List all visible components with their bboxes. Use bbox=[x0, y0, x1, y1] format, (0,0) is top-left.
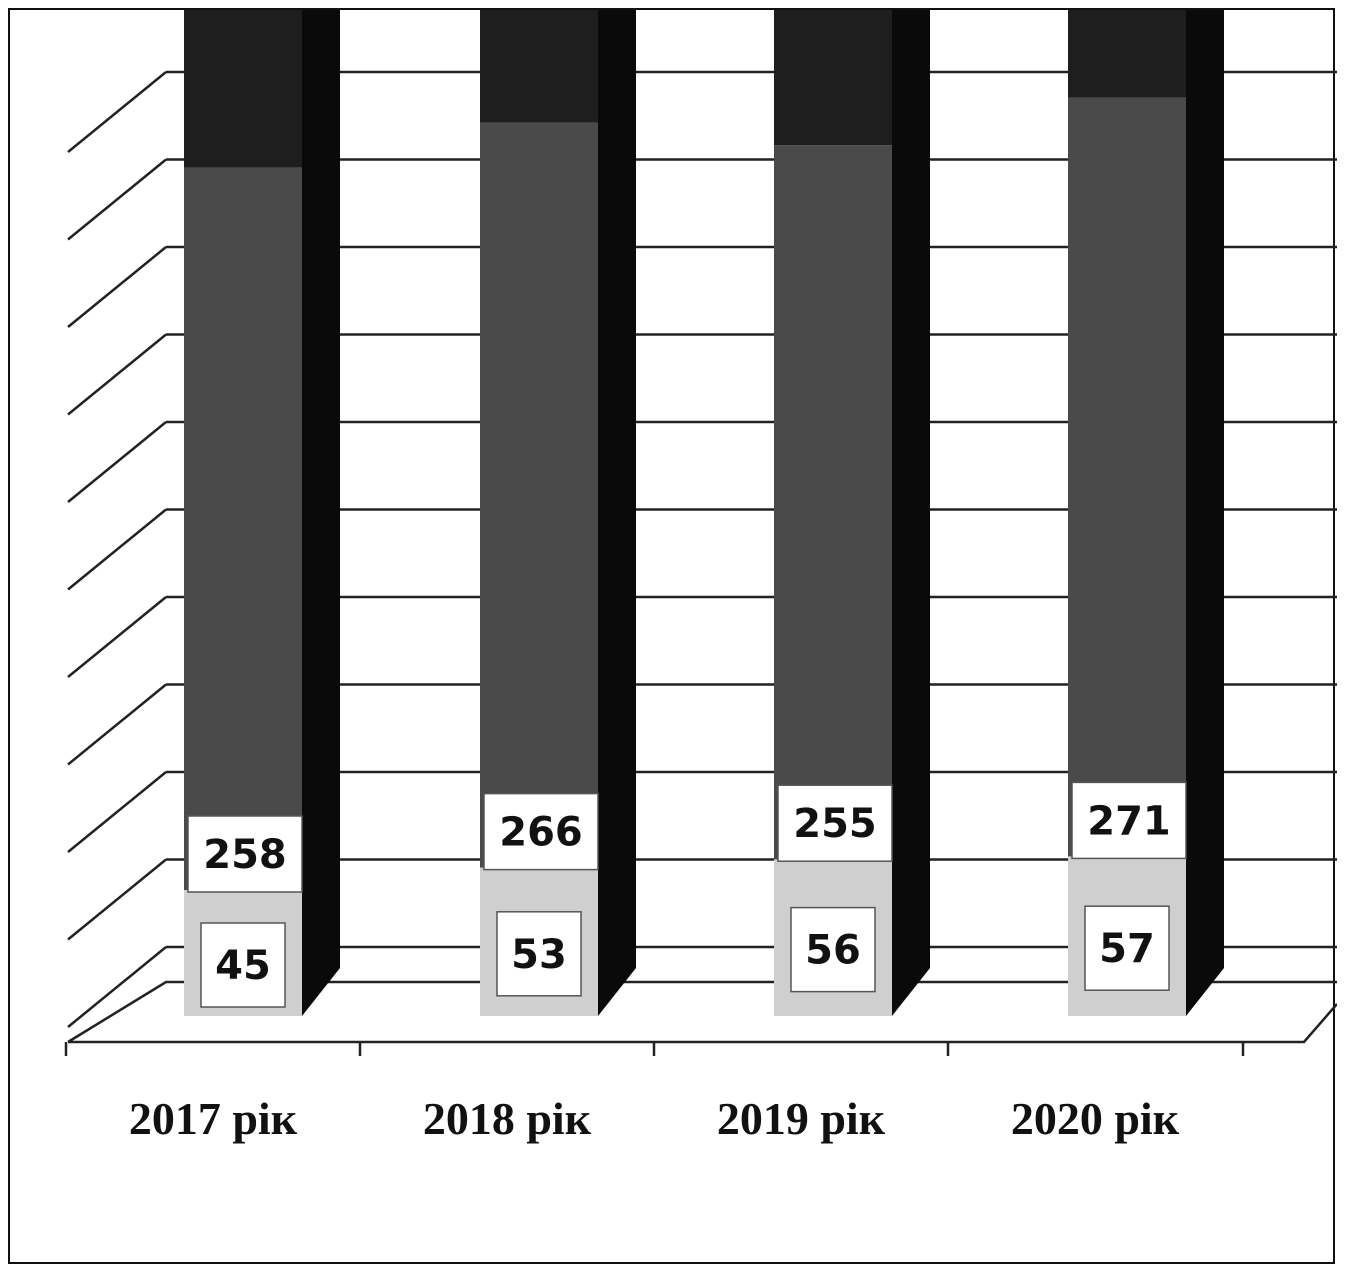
bar-side-face bbox=[302, 10, 340, 1016]
bar-segment-middle bbox=[184, 167, 302, 891]
bars-layer bbox=[184, 10, 1224, 1016]
labels-layer: 45258303532663195625530157271363 bbox=[187, 781, 1187, 1008]
data-label-middle: 271 bbox=[1071, 781, 1187, 860]
gridline-side bbox=[67, 421, 167, 503]
data-label-middle: 258 bbox=[187, 815, 303, 893]
gridline-side bbox=[67, 858, 167, 941]
gridline-side bbox=[67, 946, 167, 1028]
floor-front-edge bbox=[68, 1003, 1337, 1044]
bar-side-face bbox=[598, 10, 636, 1016]
chart-frame: 45258303532663195625530157271363 2017 рі… bbox=[8, 8, 1337, 1264]
bar-segment-top bbox=[480, 10, 598, 123]
bar-segment-middle bbox=[1068, 97, 1186, 857]
gridline-side bbox=[67, 71, 167, 153]
gridline-side bbox=[67, 508, 167, 591]
stacked-bar bbox=[774, 10, 930, 1016]
data-label-bottom: 56 bbox=[790, 906, 876, 993]
gridline-side bbox=[67, 246, 167, 328]
gridline-side bbox=[67, 683, 167, 766]
chart-svg: 45258303532663195625530157271363 2017 рі… bbox=[64, 10, 1337, 1144]
data-label-middle-text: 266 bbox=[499, 810, 583, 856]
bar-segment-middle bbox=[774, 145, 892, 860]
category-label: 2017 рік bbox=[129, 1093, 298, 1144]
data-label-middle: 255 bbox=[777, 784, 893, 862]
bar-side-face bbox=[1186, 10, 1224, 1016]
data-label-bottom: 57 bbox=[1084, 905, 1170, 991]
category-label: 2019 рік bbox=[717, 1093, 886, 1144]
data-label-middle-box bbox=[187, 815, 303, 893]
data-label-bottom: 45 bbox=[200, 922, 286, 1008]
bar-segment-top bbox=[774, 10, 892, 146]
bar-segment-top bbox=[1068, 10, 1186, 98]
data-label-middle-text: 258 bbox=[203, 832, 287, 878]
data-label-bottom-box bbox=[1084, 905, 1170, 991]
data-label-middle-box bbox=[777, 784, 893, 862]
data-label-bottom-text: 56 bbox=[805, 928, 861, 974]
data-label-middle-text: 271 bbox=[1087, 798, 1171, 844]
data-label-bottom-text: 57 bbox=[1099, 926, 1155, 972]
data-label-middle-box bbox=[1071, 781, 1187, 860]
data-label-bottom-text: 45 bbox=[215, 943, 271, 989]
floor-back-edge bbox=[67, 980, 1337, 1044]
gridline-side bbox=[67, 158, 167, 241]
data-label-bottom: 53 bbox=[496, 911, 582, 997]
category-axis: 2017 рік 2018 рік 2019 рік 2020 рік bbox=[129, 1093, 1180, 1144]
category-label: 2018 рік bbox=[423, 1093, 592, 1144]
data-label-middle: 266 bbox=[483, 792, 599, 871]
gridline-side bbox=[67, 333, 167, 416]
category-label: 2020 рік bbox=[1011, 1093, 1180, 1144]
data-label-bottom-box bbox=[790, 906, 876, 993]
data-label-middle-box bbox=[483, 792, 599, 871]
gridline-side bbox=[67, 596, 167, 678]
gridline-side bbox=[67, 771, 167, 853]
data-label-bottom-box bbox=[496, 911, 582, 997]
data-label-middle-text: 255 bbox=[793, 801, 877, 847]
data-label-bottom-text: 53 bbox=[511, 932, 567, 978]
data-label-bottom-box bbox=[200, 922, 286, 1008]
bar-segment-middle bbox=[480, 122, 598, 868]
stacked-bar bbox=[1068, 10, 1224, 1016]
bar-segment-top bbox=[184, 10, 302, 168]
bar-side-face bbox=[892, 10, 930, 1016]
stacked-bar bbox=[480, 10, 636, 1016]
